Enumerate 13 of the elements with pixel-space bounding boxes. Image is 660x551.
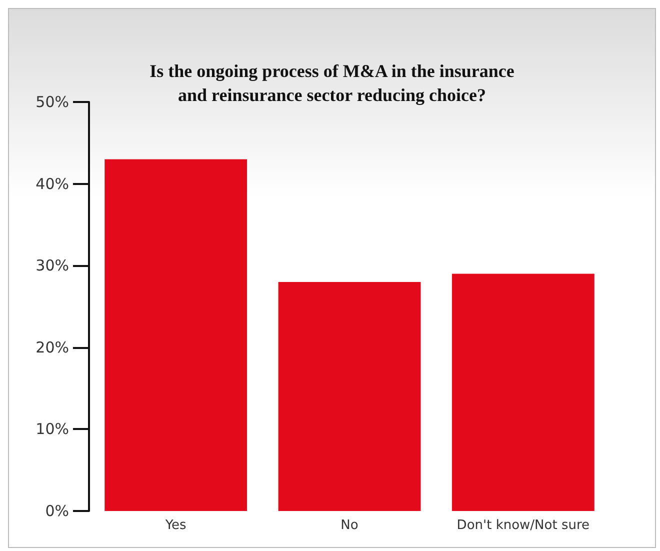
y-tick-label: 10% bbox=[36, 420, 69, 438]
y-tick-label: 50% bbox=[36, 93, 69, 111]
x-tick-label: Don't know/Not sure bbox=[456, 518, 590, 533]
bar bbox=[278, 282, 421, 511]
y-tick-label: 30% bbox=[36, 256, 69, 275]
bar bbox=[104, 159, 248, 511]
y-tick-label: 0% bbox=[45, 502, 69, 520]
bar bbox=[452, 274, 594, 511]
chart-title: Is the ongoing process of M&A in the insurance and reinsurance sector reducing choice? bbox=[150, 61, 514, 105]
y-tick-label: 40% bbox=[36, 174, 69, 193]
x-tick-label: No bbox=[340, 518, 358, 533]
y-tick-label: 20% bbox=[36, 338, 69, 356]
x-tick-label: Yes bbox=[164, 518, 187, 533]
